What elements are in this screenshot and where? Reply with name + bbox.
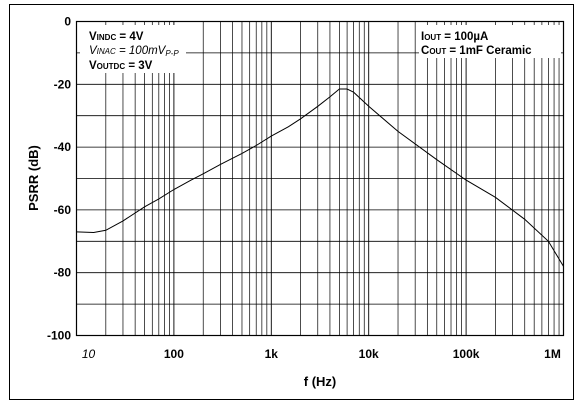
x-tick-label: 100 bbox=[164, 347, 184, 361]
x-tick-label: 10 bbox=[82, 347, 96, 361]
x-tick-label: 1M bbox=[544, 347, 561, 361]
x-axis-label: f (Hz) bbox=[304, 374, 337, 389]
annotation-cout: COUT = 1mF Ceramic bbox=[421, 45, 532, 57]
annotation-left: VINDC = 4V VINAC = 100mVP-P VOUTDC = 3V bbox=[89, 31, 179, 72]
x-tick-labels: 10 100 1k 10k 100k 1M bbox=[82, 347, 561, 361]
y-tick-labels: 0 -20 -40 -60 -80 -100 bbox=[47, 15, 71, 343]
annotation-vinac: VINAC = 100mVP-P bbox=[89, 45, 179, 58]
annotation-box-right bbox=[419, 25, 561, 58]
y-tick-label: -20 bbox=[54, 77, 72, 91]
y-tick-label: -40 bbox=[54, 140, 72, 154]
annotation-right: IOUT = 100µA COUT = 1mF Ceramic bbox=[421, 31, 532, 57]
y-tick-label: -100 bbox=[47, 329, 71, 343]
y-tick-label: -80 bbox=[54, 266, 72, 280]
annotation-iout: IOUT = 100µA bbox=[421, 31, 488, 43]
annotation-vindc: VINDC = 4V bbox=[89, 31, 144, 43]
x-tick-label: 1k bbox=[265, 347, 279, 361]
x-tick-label: 100k bbox=[453, 347, 480, 361]
grid-lines bbox=[76, 21, 564, 336]
annotation-voutdc: VOUTDC = 3V bbox=[89, 60, 153, 72]
series-line-psrr bbox=[76, 88, 564, 267]
plot-frame bbox=[75, 20, 565, 337]
y-axis-label: PSRR (dB) bbox=[26, 145, 41, 211]
annotation-box-left bbox=[80, 25, 186, 73]
x-tick-label: 10k bbox=[359, 347, 379, 361]
y-tick-label: 0 bbox=[64, 15, 71, 29]
y-tick-label: -60 bbox=[54, 203, 72, 217]
